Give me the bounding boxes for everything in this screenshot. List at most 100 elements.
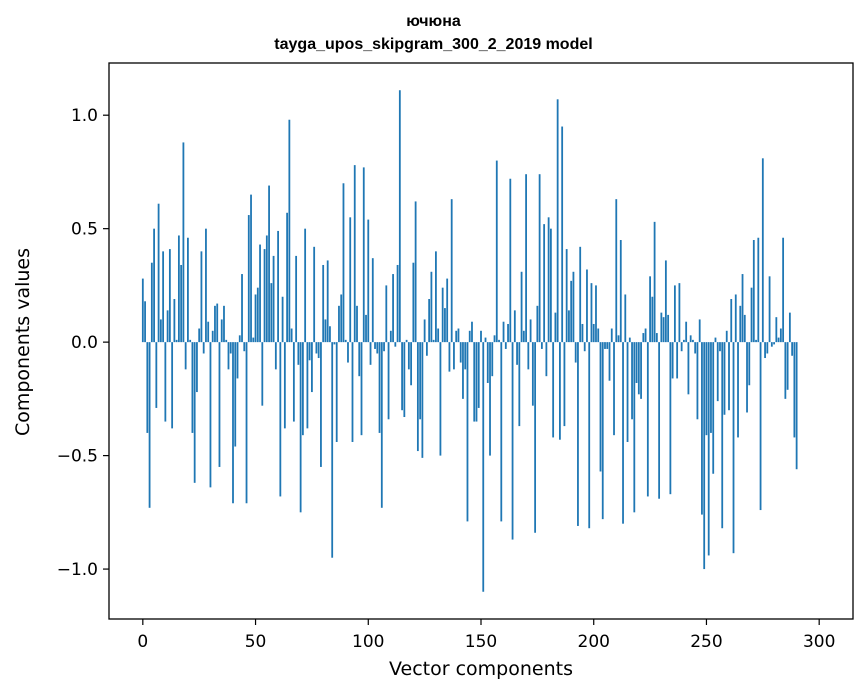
bar-36	[223, 305, 225, 343]
bar-242	[687, 342, 690, 395]
bar-222	[642, 333, 645, 343]
bar-97	[360, 342, 363, 436]
bar-285	[784, 342, 787, 399]
bar-134	[444, 308, 446, 343]
bar-132	[439, 342, 442, 456]
bar-275	[761, 158, 764, 343]
bar-107	[383, 342, 385, 352]
bar-188	[565, 249, 568, 343]
bar-74	[308, 342, 311, 361]
bar-214	[624, 294, 627, 343]
bar-123	[419, 342, 422, 420]
bar-37	[225, 339, 228, 343]
bar-47	[247, 215, 250, 343]
bar-151	[482, 342, 485, 592]
bar-17	[180, 264, 183, 343]
bar-4	[150, 262, 153, 343]
bar-262	[732, 342, 735, 554]
bar-251	[707, 342, 710, 556]
bar-254	[714, 337, 717, 343]
bar-32	[214, 305, 216, 343]
bar-135	[446, 278, 449, 343]
bar-158	[498, 339, 500, 343]
bar-44	[241, 274, 243, 343]
bar-126	[425, 342, 428, 356]
bar-183	[554, 312, 557, 343]
bar-206	[606, 342, 609, 349]
bar-260	[728, 342, 730, 411]
bar-209	[613, 342, 615, 436]
x-tick-label: 200	[578, 632, 610, 652]
bar-29	[207, 321, 210, 343]
bar-59	[274, 342, 277, 370]
bar-180	[547, 217, 550, 343]
bar-96	[358, 342, 361, 377]
bar-27	[202, 342, 205, 354]
bar-119	[410, 342, 413, 386]
bar-121	[414, 201, 417, 343]
bar-65	[288, 119, 291, 343]
bar-195	[581, 323, 584, 343]
bar-154	[489, 342, 491, 456]
bar-63	[283, 342, 286, 429]
bar-216	[628, 337, 631, 343]
bar-20	[187, 237, 189, 343]
bar-41	[234, 342, 237, 447]
bar-247	[698, 319, 701, 343]
bar-252	[710, 342, 712, 433]
bar-14	[173, 299, 176, 343]
x-axis-label: Vector components	[389, 658, 573, 680]
x-tick-label: 100	[352, 632, 384, 652]
bar-191	[572, 271, 575, 343]
bar-231	[662, 317, 665, 343]
bar-228	[655, 333, 658, 343]
bar-78	[317, 342, 320, 359]
bar-255	[716, 342, 719, 402]
bar-162	[507, 323, 509, 343]
bar-77	[315, 342, 318, 354]
bar-58	[272, 255, 275, 343]
bar-173	[531, 342, 534, 406]
x-tick-label: 250	[690, 632, 722, 652]
bar-56	[268, 185, 270, 343]
bar-169	[522, 330, 525, 343]
bar-194	[579, 246, 582, 343]
bar-156	[493, 335, 496, 343]
bar-84	[331, 342, 334, 558]
bar-211	[617, 335, 620, 343]
bar-193	[577, 342, 579, 526]
bar-189	[568, 310, 570, 343]
bar-34	[218, 342, 221, 467]
bar-236	[673, 285, 676, 343]
bar-142	[462, 342, 464, 399]
bar-109	[387, 342, 390, 420]
bar-104	[376, 342, 379, 354]
bar-85	[333, 342, 336, 345]
bar-139	[455, 330, 458, 343]
bar-210	[615, 199, 618, 343]
chart-subtitle: tayga_upos_skipgram_300_2_2019 model	[274, 36, 593, 53]
bar-204	[601, 342, 604, 520]
bar-50	[254, 294, 257, 343]
x-tick-label: 150	[465, 632, 497, 652]
bar-145	[468, 330, 471, 343]
bar-199	[590, 283, 593, 343]
bar-144	[466, 342, 469, 522]
y-tick-label: 0.5	[71, 220, 98, 240]
bar-12	[168, 249, 171, 343]
bar-15	[175, 339, 178, 343]
bar-8	[159, 319, 162, 343]
bar-120	[412, 262, 415, 343]
bar-108	[385, 285, 388, 343]
bar-166	[516, 342, 518, 365]
bar-81	[324, 319, 327, 343]
bar-200	[592, 323, 595, 343]
bar-82	[326, 260, 329, 343]
bar-265	[739, 305, 742, 343]
bar-224	[646, 342, 649, 497]
bar-201	[595, 285, 597, 343]
bar-178	[543, 224, 546, 343]
bar-284	[782, 237, 785, 343]
bar-7	[157, 203, 160, 343]
bar-28	[205, 228, 207, 343]
